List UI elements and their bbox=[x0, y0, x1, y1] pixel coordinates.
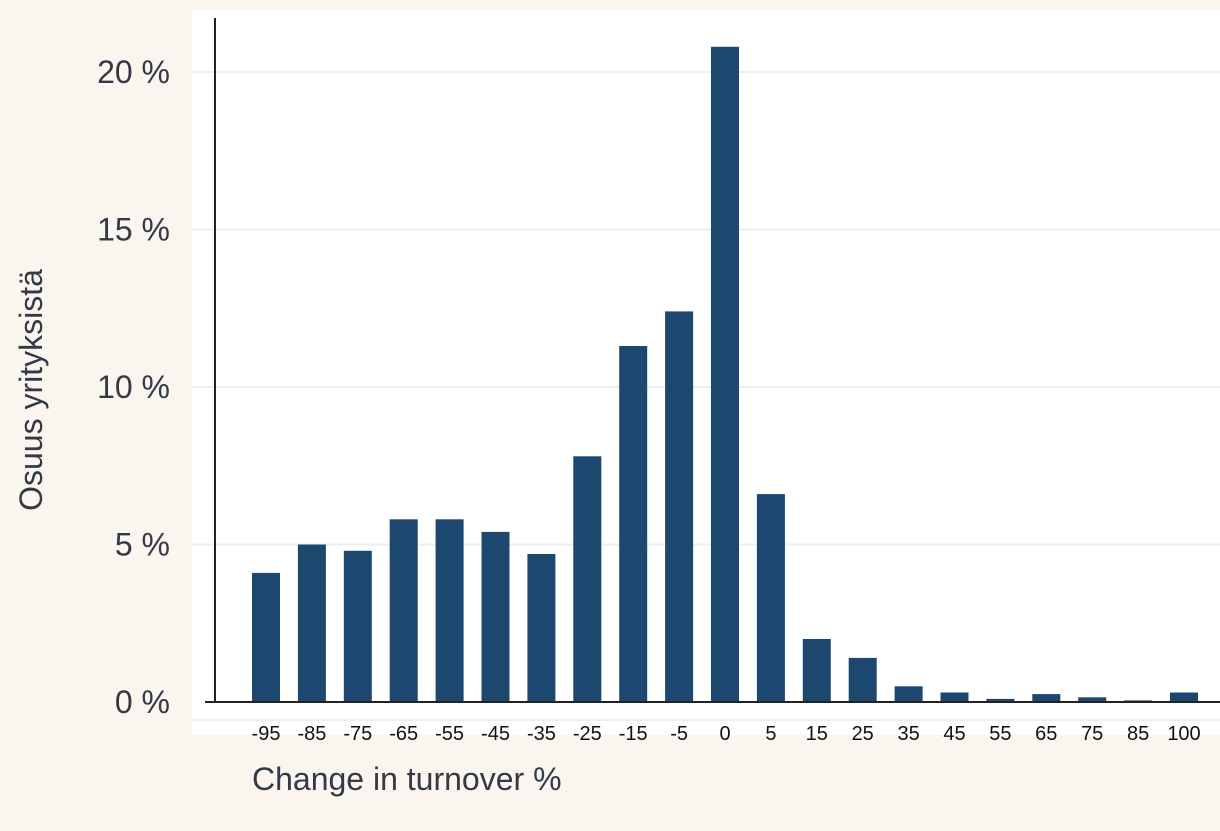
x-tick-label-15: 15 bbox=[806, 723, 828, 745]
x-tick-label--25: -25 bbox=[573, 723, 602, 745]
x-tick-label-35: 35 bbox=[897, 723, 919, 745]
x-tick-labels: -95 -85 -75 -65 -55 -45 -35 -25 -15 -5 0 5 15 25 35 45 5… bbox=[252, 723, 1201, 745]
y-tick-label-1: 5 % bbox=[115, 527, 170, 563]
bars bbox=[252, 46, 1198, 703]
x-tick-label--75: -75 bbox=[343, 723, 372, 745]
bar--75 bbox=[343, 550, 372, 702]
bar--85 bbox=[297, 544, 326, 702]
bar--65 bbox=[389, 519, 418, 702]
y-axis-label: Osuus yrityksistä bbox=[13, 269, 49, 511]
bar--15 bbox=[619, 346, 648, 702]
x-axis-label: Change in turnover % bbox=[252, 761, 562, 797]
bar-100 bbox=[1170, 692, 1198, 702]
bar-25 bbox=[848, 657, 877, 702]
x-tick-label-0: 0 bbox=[719, 723, 730, 745]
bar--95 bbox=[252, 572, 280, 702]
x-tick-label-55: 55 bbox=[989, 723, 1011, 745]
bar-0 bbox=[711, 46, 739, 703]
bar--25 bbox=[573, 456, 602, 702]
y-tick-label-2: 10 % bbox=[97, 369, 170, 405]
x-tick-label-25: 25 bbox=[852, 723, 874, 745]
grid-lines bbox=[192, 71, 1220, 721]
y-tick-labels: 0 % 5 % 10 % 15 % 20 % bbox=[97, 54, 170, 720]
y-tick-label-3: 15 % bbox=[97, 212, 170, 248]
bar-5 bbox=[756, 494, 785, 702]
x-tick-label-65: 65 bbox=[1035, 723, 1057, 745]
x-tick-label--55: -55 bbox=[435, 723, 464, 745]
bar-55 bbox=[986, 698, 1015, 703]
bar--55 bbox=[435, 519, 464, 702]
bar-65 bbox=[1032, 694, 1061, 702]
bar-45 bbox=[940, 692, 969, 702]
x-tick-label--15: -15 bbox=[619, 723, 648, 745]
bar--5 bbox=[665, 311, 694, 702]
x-tick-label-5: 5 bbox=[765, 723, 776, 745]
x-tick-label--65: -65 bbox=[389, 723, 418, 745]
y-tick-label-4: 20 % bbox=[97, 54, 170, 90]
bar-15 bbox=[802, 639, 831, 702]
y-tick-label-0: 0 % bbox=[115, 684, 170, 720]
bar--35 bbox=[527, 554, 556, 703]
bar-75 bbox=[1078, 697, 1107, 702]
x-tick-label-75: 75 bbox=[1081, 723, 1103, 745]
bar--45 bbox=[481, 531, 510, 702]
x-tick-label-85: 85 bbox=[1127, 723, 1149, 745]
bar-35 bbox=[894, 686, 923, 703]
x-tick-label-45: 45 bbox=[943, 723, 965, 745]
x-tick-label--45: -45 bbox=[481, 723, 510, 745]
x-tick-label--85: -85 bbox=[297, 723, 326, 745]
x-tick-label--5: -5 bbox=[670, 723, 688, 745]
x-tick-label--35: -35 bbox=[527, 723, 556, 745]
x-tick-label--95: -95 bbox=[252, 723, 281, 745]
x-tick-label-100: 100 bbox=[1167, 723, 1200, 745]
